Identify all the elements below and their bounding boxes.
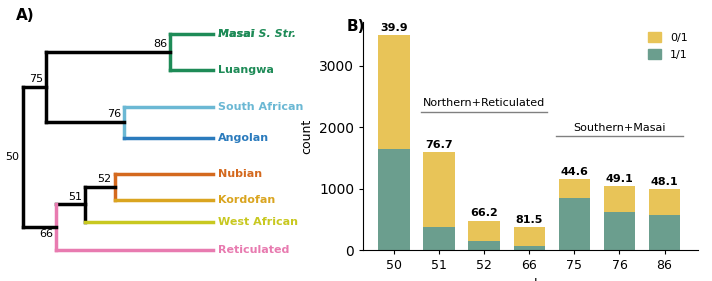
Legend: 0/1, 1/1: 0/1, 1/1 xyxy=(644,28,692,64)
Bar xyxy=(378,149,410,250)
Text: Reticulated: Reticulated xyxy=(218,245,289,255)
Text: Southern+Masai: Southern+Masai xyxy=(573,123,666,133)
Text: 44.6: 44.6 xyxy=(560,167,588,176)
Text: Angolan: Angolan xyxy=(218,133,269,143)
Text: A): A) xyxy=(16,8,35,23)
X-axis label: node: node xyxy=(515,278,546,281)
Text: 76.7: 76.7 xyxy=(425,139,453,149)
Bar xyxy=(604,212,635,250)
Text: 50: 50 xyxy=(5,152,19,162)
Bar xyxy=(424,152,455,227)
Text: Luangwa: Luangwa xyxy=(218,65,273,75)
Text: 52: 52 xyxy=(98,174,111,184)
Text: Masai: Masai xyxy=(218,29,258,39)
Bar xyxy=(378,35,410,149)
Bar xyxy=(468,221,500,241)
Bar xyxy=(468,241,500,250)
Bar xyxy=(513,246,545,250)
Text: 39.9: 39.9 xyxy=(380,23,408,33)
Text: 75: 75 xyxy=(29,74,43,84)
Text: South African: South African xyxy=(218,102,303,112)
Text: 49.1: 49.1 xyxy=(606,174,634,184)
Bar xyxy=(649,189,680,215)
Bar xyxy=(649,215,680,250)
Text: 81.5: 81.5 xyxy=(515,215,543,225)
Text: Nubian: Nubian xyxy=(218,169,262,179)
Text: West African: West African xyxy=(218,217,298,227)
Text: Kordofan: Kordofan xyxy=(218,194,275,205)
Bar xyxy=(424,227,455,250)
Text: Northern+Reticulated: Northern+Reticulated xyxy=(423,98,545,108)
Text: B): B) xyxy=(347,19,365,34)
Text: 51: 51 xyxy=(68,192,82,202)
Text: 76: 76 xyxy=(107,109,121,119)
Text: 48.1: 48.1 xyxy=(651,177,679,187)
Bar xyxy=(513,227,545,246)
Y-axis label: count: count xyxy=(300,119,313,154)
Bar xyxy=(559,198,590,250)
Text: 66.2: 66.2 xyxy=(471,209,498,218)
Text: 86: 86 xyxy=(153,39,167,49)
Text: Masai S. Str.: Masai S. Str. xyxy=(218,29,296,39)
Text: 66: 66 xyxy=(39,229,53,239)
Bar xyxy=(559,179,590,198)
Bar xyxy=(604,186,635,212)
